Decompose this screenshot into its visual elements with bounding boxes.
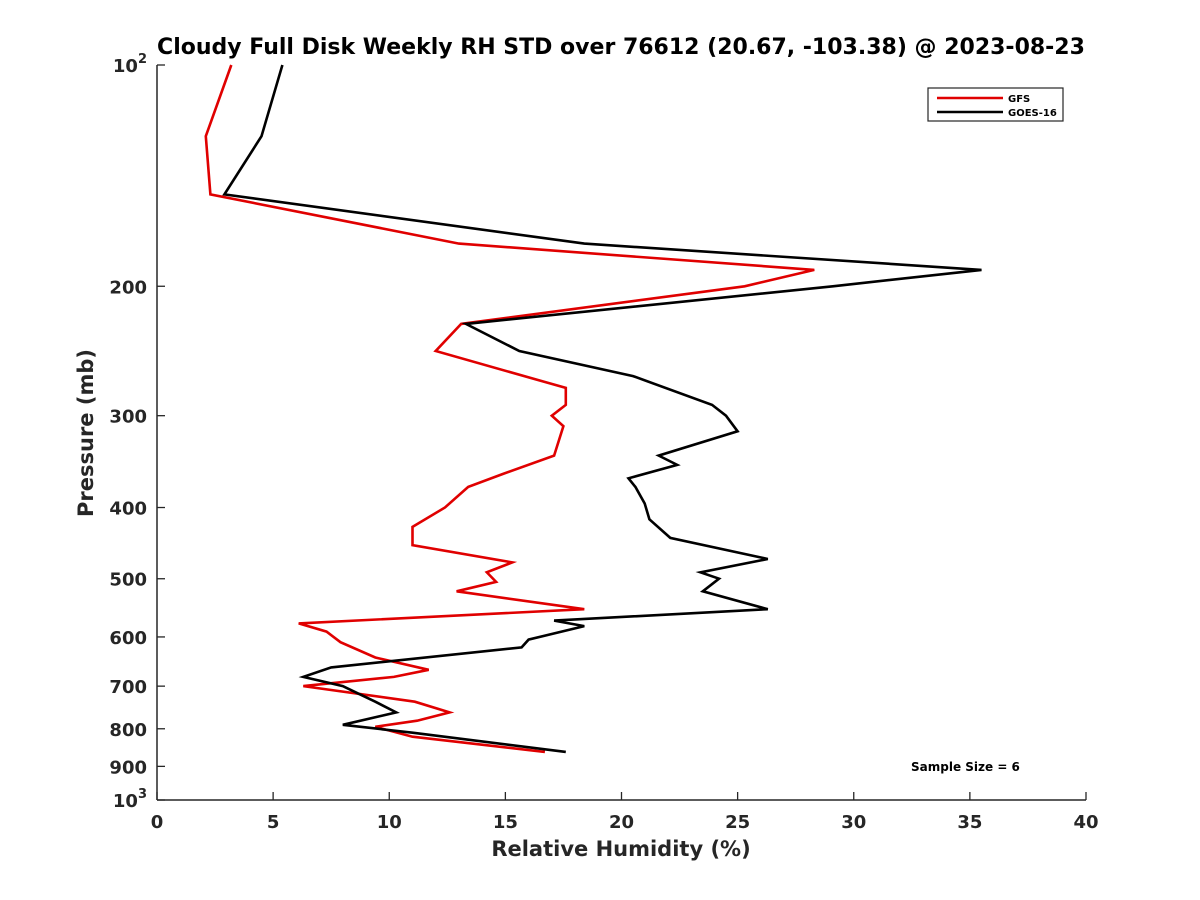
y-tick-label: 200 <box>109 277 147 298</box>
y-axis-label: Pressure (mb) <box>74 349 98 517</box>
legend-box <box>927 87 1064 122</box>
x-tick-label: 10 <box>377 812 402 833</box>
x-tick-label: 30 <box>841 812 866 833</box>
y-tick-label: 400 <box>109 499 147 520</box>
x-tick-label: 15 <box>493 812 518 833</box>
y-tick-label: 102 <box>113 52 147 77</box>
x-tick-label: 0 <box>151 812 164 833</box>
series-line-gfs <box>204 64 815 754</box>
x-tick-label: 40 <box>1073 812 1098 833</box>
y-tick-label: 900 <box>109 757 147 778</box>
x-ticks: 0 5 10 15 20 25 30 35 40 <box>151 792 1099 833</box>
x-tick-label: 25 <box>725 812 750 833</box>
y-tick-label: 700 <box>109 677 147 698</box>
chart-title: Cloudy Full Disk Weekly RH STD over 7661… <box>157 35 1085 60</box>
x-tick-label: 5 <box>267 812 280 833</box>
legend-label: GOES-16 <box>1008 108 1057 119</box>
y-tick-label: 800 <box>109 720 147 741</box>
y-tick-exponent: 2 <box>138 52 147 67</box>
y-tick-label: 600 <box>109 628 147 649</box>
y-tick-base: 10 <box>113 791 138 812</box>
y-tick-exponent: 3 <box>138 787 147 802</box>
legend-label: GFS <box>1008 94 1030 105</box>
plot-lines <box>204 64 982 754</box>
legend: GFS GOES-16 <box>927 87 1064 122</box>
y-tick-label: 500 <box>109 570 147 591</box>
y-tick-label: 300 <box>109 407 147 428</box>
y-tick-base: 10 <box>113 56 138 77</box>
y-tick-label: 103 <box>113 787 147 812</box>
x-tick-label: 35 <box>957 812 982 833</box>
x-tick-label: 20 <box>609 812 634 833</box>
series-line-goes-16 <box>222 64 982 754</box>
x-axis-label: Relative Humidity (%) <box>491 837 750 861</box>
sample-size-annotation: Sample Size = 6 <box>911 760 1020 774</box>
